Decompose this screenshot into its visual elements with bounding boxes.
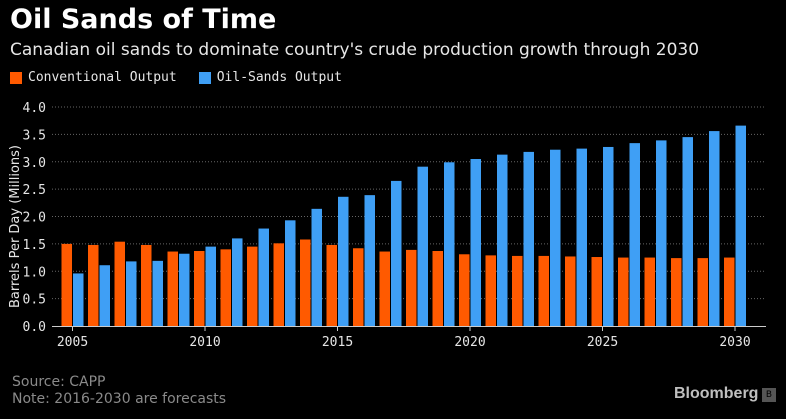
bar-oil-sands	[338, 196, 349, 326]
bar-conventional	[565, 256, 576, 326]
x-tick-label: 2005	[57, 335, 88, 350]
bar-conventional	[538, 255, 549, 326]
bar-oil-sands	[126, 261, 137, 326]
bar-oil-sands	[735, 125, 746, 327]
bloomberg-terminal-icon: B	[762, 388, 776, 402]
bar-oil-sands	[629, 143, 640, 326]
bar-oil-sands	[497, 154, 508, 326]
bar-conventional	[618, 257, 629, 326]
bar-oil-sands	[576, 148, 587, 326]
bar-oil-sands	[179, 253, 190, 326]
bar-conventional	[724, 257, 735, 326]
bar-oil-sands	[258, 228, 269, 326]
bar-conventional	[114, 241, 125, 326]
bar-oil-sands	[682, 137, 693, 326]
y-tick-label: 3.0	[23, 156, 46, 171]
bar-conventional	[485, 255, 496, 326]
bar-oil-sands	[99, 265, 110, 326]
y-tick-label: 1.5	[23, 238, 46, 253]
bar-oil-sands	[709, 131, 720, 326]
chart-subtitle: Canadian oil sands to dominate country's…	[10, 40, 700, 60]
bar-oil-sands	[470, 159, 481, 326]
x-tick-label: 2010	[189, 335, 220, 350]
bar-conventional	[326, 244, 337, 326]
bar-conventional	[141, 244, 152, 326]
bar-conventional	[220, 249, 231, 326]
bar-oil-sands	[391, 180, 402, 326]
bar-oil-sands	[152, 260, 163, 326]
source-note: Source: CAPP	[12, 374, 106, 390]
bar-oil-sands	[523, 151, 534, 326]
bar-conventional	[697, 258, 708, 326]
bar-conventional	[61, 243, 72, 326]
y-tick-label: 3.5	[23, 128, 46, 143]
legend-swatch-oil-sands	[198, 71, 211, 84]
bar-oil-sands	[656, 140, 667, 326]
y-axis-label: Barrels Per Day (Millions)	[8, 145, 23, 308]
bar-conventional	[353, 248, 364, 326]
bar-conventional	[247, 246, 258, 326]
bar-conventional	[644, 257, 655, 326]
bar-conventional	[406, 249, 417, 326]
y-tick-label: 0.5	[23, 293, 46, 308]
bar-conventional	[591, 257, 602, 326]
bar-oil-sands	[232, 238, 243, 326]
legend-label-oil-sands: Oil-Sands Output	[216, 70, 342, 85]
bloomberg-logo: Bloomberg	[674, 385, 759, 402]
bar-conventional	[194, 250, 205, 326]
y-tick-label: 1.0	[23, 265, 46, 280]
bar-conventional	[512, 255, 523, 326]
bar-oil-sands	[311, 208, 322, 326]
bar-conventional	[88, 244, 99, 326]
y-tick-label: 2.0	[23, 211, 46, 226]
y-tick-label: 2.5	[23, 183, 46, 198]
y-tick-label: 4.0	[23, 101, 46, 116]
y-tick-label: 0.0	[23, 320, 46, 335]
bar-conventional	[167, 251, 178, 326]
x-tick-label: 2025	[587, 335, 618, 350]
x-tick-label: 2030	[719, 335, 750, 350]
bar-conventional	[671, 258, 682, 326]
legend-item-conventional: Conventional Output	[10, 70, 177, 85]
legend: Conventional Output Oil-Sands Output	[10, 70, 364, 85]
bar-oil-sands	[444, 162, 455, 326]
legend-label-conventional: Conventional Output	[28, 70, 177, 85]
legend-swatch-conventional	[10, 71, 22, 84]
forecast-note: Note: 2016-2030 are forecasts	[12, 391, 227, 407]
bar-oil-sands	[364, 195, 375, 326]
bar-oil-sands	[205, 246, 216, 326]
bar-oil-sands	[285, 220, 296, 326]
bar-conventional	[432, 250, 443, 326]
chart-title: Oil Sands of Time	[10, 4, 277, 35]
bar-conventional	[300, 239, 311, 326]
bar-conventional	[379, 251, 390, 326]
bar-conventional	[273, 243, 284, 326]
x-tick-label: 2015	[322, 335, 353, 350]
legend-item-oil-sands: Oil-Sands Output	[198, 70, 342, 85]
bar-oil-sands	[550, 149, 561, 326]
bar-oil-sands	[603, 146, 614, 326]
bar-oil-sands	[73, 273, 84, 326]
bar-conventional	[459, 254, 470, 326]
x-tick-label: 2020	[454, 335, 485, 350]
bar-oil-sands	[417, 166, 428, 326]
